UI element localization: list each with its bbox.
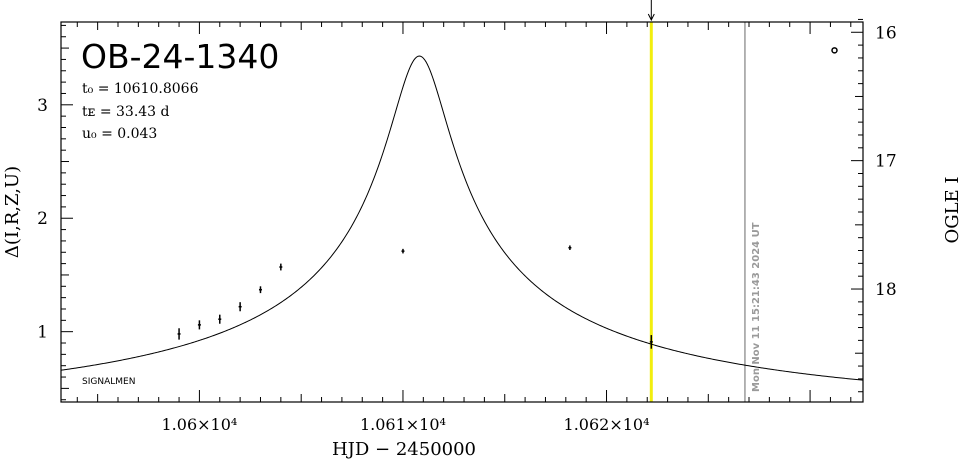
- y-tick-label-right: 18: [875, 280, 897, 300]
- model-curve: [60, 55, 864, 381]
- data-point: [568, 245, 572, 250]
- x-tick-label: 1.062×10⁴: [564, 415, 650, 434]
- data-point: [258, 286, 262, 294]
- chart-title: OB-24-1340: [81, 37, 279, 76]
- y-tick-label-left: 2: [37, 209, 48, 229]
- open-point: [831, 47, 838, 54]
- y-tick-label-left: 1: [37, 323, 48, 343]
- param-u0: u₀ = 0.043: [82, 126, 157, 142]
- param-te: tᴇ = 33.43 d: [82, 104, 170, 120]
- y-tick-label-left: 3: [37, 96, 48, 116]
- x-tick-label: 1.061×10⁴: [360, 415, 446, 434]
- footer-label: SIGNALMEN: [82, 377, 135, 387]
- data-point: [197, 320, 201, 330]
- axis-ticks: 1.06×10⁴ 1.061×10⁴ 1.062×10⁴ 1 2 3 16 17 18: [37, 18, 897, 434]
- data-point: [279, 263, 283, 271]
- x-tick-label: 1.06×10⁴: [162, 415, 238, 434]
- data-point: [218, 314, 222, 324]
- x-axis-label: HJD − 2450000: [332, 439, 476, 459]
- plot-frame: [60, 21, 864, 403]
- timestamp-label: Mon Nov 11 15:21:43 2024 UT: [751, 222, 762, 392]
- data-point: [649, 335, 653, 349]
- y-tick-label-right: 17: [875, 152, 897, 172]
- y-axis-label-left: Δ(I,R,Z,U): [2, 166, 23, 258]
- param-t0: t₀ = 10610.8066: [82, 81, 199, 97]
- y-tick-label-right: 16: [875, 23, 897, 43]
- y-axis-label-right: OGLE I: [942, 176, 963, 243]
- data-points: [177, 47, 838, 349]
- data-point: [177, 328, 181, 340]
- data-point: [238, 302, 242, 312]
- current-time-arrow: [647, 0, 655, 22]
- data-point: [401, 248, 405, 254]
